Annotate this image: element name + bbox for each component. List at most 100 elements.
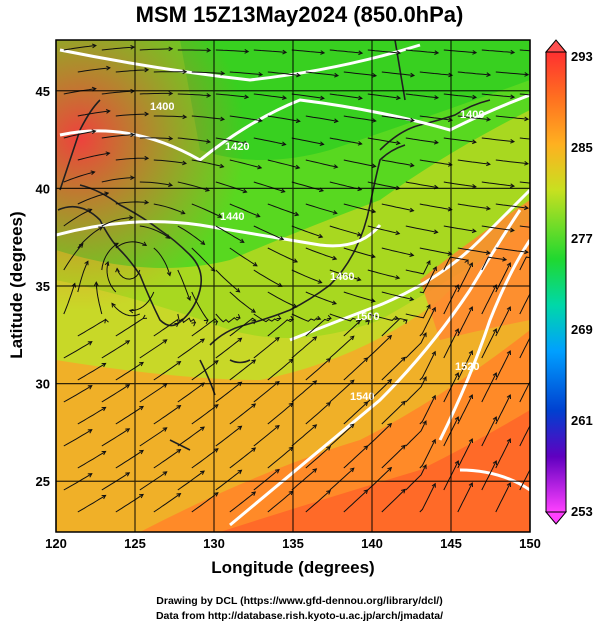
streamline (457, 262, 473, 293)
streamline-arrowhead (356, 276, 362, 282)
streamline (77, 362, 106, 381)
streamline (367, 313, 399, 321)
streamline (305, 317, 332, 337)
streamline-arrowhead (506, 306, 511, 312)
streamline-arrowhead (395, 275, 401, 280)
streamline-arrowhead (401, 400, 406, 406)
streamline (481, 328, 497, 359)
streamline-arrowhead (506, 394, 511, 400)
streamline-arrowhead (113, 242, 119, 247)
streamline-arrowhead (431, 350, 436, 356)
streamline (481, 416, 497, 447)
streamline (177, 137, 211, 143)
streamline-arrowhead (293, 258, 299, 263)
streamline (267, 291, 297, 308)
streamline-arrowhead (90, 170, 96, 175)
streamline (367, 225, 400, 235)
streamline (63, 473, 93, 491)
streamline-arrowhead (349, 379, 355, 385)
contour-label: 1400 (460, 109, 484, 121)
streamline-arrowhead (281, 141, 287, 147)
streamline-arrowhead (409, 207, 415, 213)
streamline (229, 447, 256, 469)
streamline (519, 49, 530, 52)
streamline (405, 137, 438, 144)
streamline-arrowhead (144, 155, 150, 161)
streamline-arrowhead (409, 252, 415, 257)
streamline (329, 335, 355, 359)
streamline-arrowhead (540, 257, 544, 261)
streamline-arrowhead (251, 308, 256, 313)
streamline (191, 203, 222, 218)
streamline-arrowhead (244, 94, 250, 100)
map-figure: 1400 1420 1400 1440 1460 1500 1540 1520 … (36, 39, 593, 551)
streamline (457, 159, 490, 165)
streamline (291, 137, 324, 145)
streamline-arrowhead (524, 160, 530, 166)
streamline-arrowhead (251, 319, 257, 325)
contour-label: 1500 (355, 311, 379, 323)
streamline (253, 337, 280, 359)
streamline (139, 137, 173, 140)
streamline-arrowhead (87, 385, 93, 390)
streamline (291, 93, 324, 99)
streamline (229, 159, 262, 169)
streamline (77, 152, 110, 161)
streamline-arrowhead (176, 405, 182, 410)
streamline (381, 159, 414, 167)
plot-frame (55, 39, 531, 533)
streamline-arrowhead (235, 288, 241, 293)
streamline (495, 71, 529, 76)
streamline-arrowhead (186, 295, 191, 301)
streamline (481, 49, 515, 53)
streamline-arrowhead (524, 116, 530, 122)
streamline-arrowhead (454, 416, 459, 422)
streamline-arrowhead (239, 238, 245, 243)
streamline-arrowhead (395, 230, 401, 236)
streamline-arrowhead (317, 279, 323, 284)
streamline (229, 491, 256, 513)
streamline (481, 372, 497, 403)
streamline (367, 181, 400, 189)
streamline-arrowhead (162, 339, 168, 344)
streamline (77, 318, 106, 337)
streamline (519, 468, 530, 491)
streamline (101, 242, 119, 271)
streamline-arrowhead (402, 319, 408, 325)
streamline-arrowhead (524, 72, 530, 77)
streamline (329, 225, 362, 236)
streamline (291, 424, 317, 447)
streamline-arrowhead (274, 424, 280, 430)
streamline (101, 340, 130, 359)
streamline (153, 318, 179, 337)
streamline (405, 225, 438, 233)
streamline (253, 313, 281, 323)
streamline (153, 493, 181, 513)
streamlines (63, 43, 544, 513)
streamline (381, 357, 406, 381)
streamline (115, 318, 144, 337)
streamline (329, 49, 363, 54)
streamline (291, 313, 321, 322)
streamline (215, 137, 248, 145)
streamline (63, 45, 96, 51)
streamline-arrowhead (101, 406, 107, 412)
streamline-arrowhead (492, 460, 497, 466)
streamline (329, 137, 362, 145)
streamline-arrowhead (431, 482, 436, 488)
streamline-arrowhead (426, 304, 431, 310)
streamline (253, 93, 287, 99)
streamline (305, 446, 331, 469)
streamline-arrowhead (294, 211, 300, 217)
streamline-arrowhead (168, 91, 174, 96)
streamline (215, 181, 247, 193)
streamline (443, 49, 477, 54)
streamline (139, 339, 167, 359)
streamline (405, 332, 427, 359)
streamline (153, 115, 187, 118)
streamline (191, 247, 215, 272)
streamline (443, 181, 476, 188)
streamline-arrowhead (434, 95, 440, 100)
streamline-arrowhead (168, 136, 174, 141)
streamline (305, 291, 337, 305)
